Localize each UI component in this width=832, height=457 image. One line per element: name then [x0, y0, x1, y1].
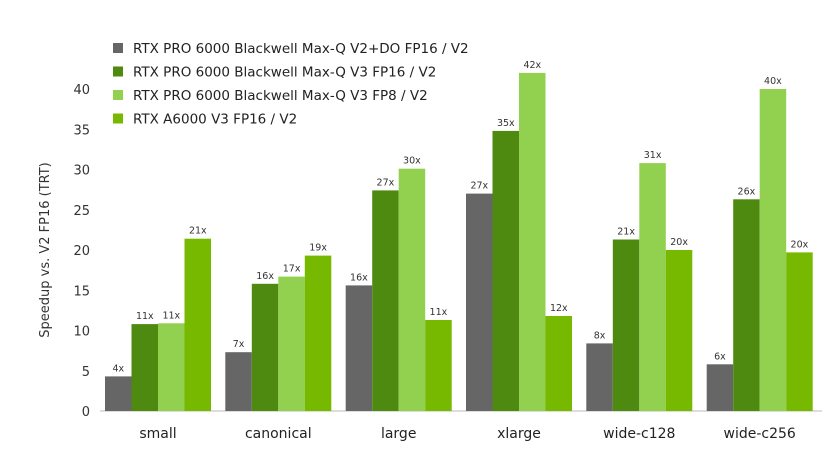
bar [345, 285, 373, 411]
y-axis-label: Speedup vs. V2 FP16 (TRT) [38, 162, 53, 338]
bar-value-label: 35x [497, 118, 515, 129]
bar [398, 168, 426, 411]
bar-value-label: 19x [309, 243, 327, 254]
bar [639, 163, 666, 411]
bar-value-label: 20x [791, 239, 809, 250]
bar-value-label: 11x [162, 310, 180, 321]
bar [706, 364, 734, 411]
bar [733, 199, 760, 411]
bar-value-label: 31x [644, 150, 662, 161]
bar-value-label: 6x [714, 351, 726, 362]
legend: RTX PRO 6000 Blackwell Max-Q V2+DO FP16 … [113, 41, 469, 128]
bar [158, 323, 185, 411]
category-label: wide-c128 [603, 426, 675, 442]
bar-value-label: 27x [470, 181, 488, 192]
bar-value-label: 21x [189, 226, 207, 237]
bar [545, 316, 572, 411]
y-tick-label: 5 [82, 365, 90, 380]
y-tick-label: 35 [73, 123, 90, 138]
bar-value-label: 42x [523, 60, 541, 71]
bar-value-label: 40x [764, 76, 782, 87]
bar-value-label: 16x [350, 272, 368, 283]
bar-value-label: 11x [136, 311, 154, 322]
bars-group: 4x 11x 11x 21x 7x 16x 17x 19x 16x 27x 30x 11x 27x 35x… [105, 60, 813, 412]
category-label: canonical [245, 426, 312, 442]
bar-value-label: 27x [377, 177, 395, 188]
y-tick-label: 10 [73, 325, 90, 340]
bar-value-label: 8x [594, 330, 606, 341]
bar [105, 376, 132, 411]
bar-value-label: 11x [430, 307, 448, 318]
legend-swatch [113, 90, 123, 100]
bar-value-label: 30x [403, 156, 421, 167]
category-label: small [139, 426, 176, 442]
y-tick-label: 25 [73, 204, 90, 219]
y-tick-label: 0 [82, 405, 90, 420]
bar [225, 352, 252, 411]
bar [278, 276, 305, 411]
bar-value-label: 20x [670, 237, 688, 248]
legend-swatch [113, 66, 123, 77]
legend-swatch [113, 43, 123, 53]
bar [131, 324, 158, 411]
legend-swatch [113, 113, 123, 124]
bar [519, 72, 546, 412]
bar-value-label: 17x [283, 264, 301, 275]
bar-value-label: 26x [738, 186, 756, 197]
bar-value-label: 21x [617, 227, 635, 238]
bar [759, 89, 787, 411]
y-tick-label: 40 [73, 83, 90, 98]
legend-entry: RTX A6000 V3 FP16 / V2 [133, 112, 297, 128]
bar [184, 238, 211, 411]
y-tick-label: 20 [73, 244, 90, 259]
legend-entry: RTX PRO 6000 Blackwell Max-Q V3 FP8 / V2 [133, 88, 428, 104]
bar-value-label: 7x [233, 339, 245, 350]
bar [251, 283, 279, 411]
y-tick-label: 30 [73, 164, 90, 179]
category-label: xlarge [497, 426, 541, 442]
bar [372, 190, 399, 411]
bar [492, 130, 519, 411]
legend-entry: RTX PRO 6000 Blackwell Max-Q V2+DO FP16 … [133, 41, 469, 57]
bar [665, 250, 693, 411]
legend-entry: RTX PRO 6000 Blackwell Max-Q V3 FP16 / V… [133, 65, 436, 81]
bar-value-label: 12x [550, 303, 568, 314]
bar [466, 193, 493, 411]
category-label: large [381, 426, 416, 442]
y-axis: 0 5 10 15 20 25 30 35 40 [73, 83, 822, 420]
bar [612, 239, 640, 411]
bar [425, 320, 452, 411]
category-labels: small canonical large xlarge wide-c128 wide-c… [139, 426, 796, 442]
bar-value-label: 16x [256, 271, 274, 282]
category-label: wide-c256 [724, 426, 796, 442]
bar [586, 343, 613, 411]
bar [786, 252, 813, 411]
bar-value-label: 4x [112, 363, 124, 374]
y-tick-label: 15 [73, 284, 90, 299]
bar [304, 255, 332, 411]
